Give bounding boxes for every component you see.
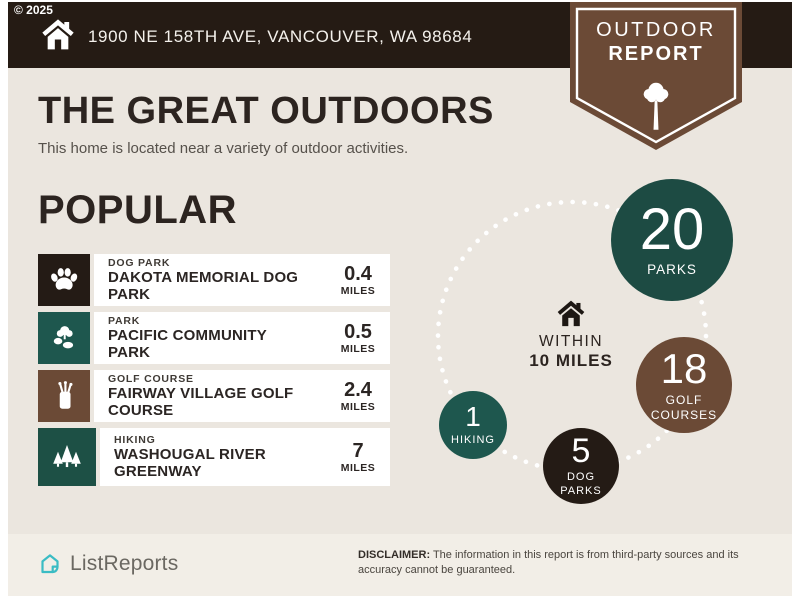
badge-shape [570, 2, 742, 150]
list-item-hiking: HIKING WASHOUGAL RIVER GREENWAY 7 MILES [38, 428, 390, 486]
item-distance: 2.4 MILES [336, 380, 380, 413]
item-distance: 0.5 MILES [336, 322, 380, 355]
item-category: PARK [108, 314, 141, 327]
popular-list: DOG PARK DAKOTA MEMORIAL DOG PARK 0.4 MI… [38, 254, 390, 486]
parks-count: 20 [639, 197, 705, 263]
badge-line2: REPORT [608, 43, 704, 65]
hiking-count-bubble: 1 HIKING [439, 391, 507, 459]
hiking-label: HIKING [451, 433, 495, 446]
property-address: 1900 NE 158TH AVE, VANCOUVER, WA 98684 [88, 27, 473, 46]
paw-icon [38, 254, 90, 306]
disclaimer: DISCLAIMER: The information in this repo… [358, 548, 778, 578]
hiking-count: 1 [465, 400, 481, 432]
item-category: DOG PARK [108, 256, 171, 269]
dog-parks-label-line1: DOG [566, 470, 596, 483]
distance-value: 7 [352, 439, 364, 462]
distance-unit: MILES [340, 342, 376, 355]
home-icon [42, 19, 74, 50]
center-home-icon [557, 300, 585, 327]
page-title: THE GREAT OUTDOORS [38, 90, 494, 132]
outdoor-report-badge: OUTDOOR REPORT [570, 2, 742, 150]
item-name: DAKOTA MEMORIAL DOG PARK [108, 268, 299, 303]
item-distance: 0.4 MILES [336, 264, 380, 297]
list-item-body: HIKING WASHOUGAL RIVER GREENWAY 7 MILES [100, 428, 390, 486]
dog-parks-label: DOG PARKS [560, 471, 601, 499]
list-item-body: PARK PACIFIC COMMUNITY PARK 0.5 MILES [94, 312, 390, 364]
item-distance: 7 MILES [336, 441, 380, 474]
distance-unit: MILES [340, 461, 376, 474]
distance-unit: MILES [340, 400, 376, 413]
report-content: © 2025 1900 NE 158TH AVE, VANCOUVER, WA … [8, 2, 792, 596]
within-label: WITHIN [538, 333, 604, 350]
distance-value: 0.4 [344, 262, 372, 285]
dog-parks-count-bubble: 5 DOG PARKS [543, 428, 619, 504]
golf-count-bubble: 18 GOLF COURSES [636, 337, 732, 433]
page-subtitle: This home is located near a variety of o… [38, 140, 409, 157]
badge-title: OUTDOOR REPORT [570, 19, 742, 66]
golf-label: GOLF COURSES [651, 393, 717, 423]
brand-logo: ListReports [38, 552, 178, 576]
golf-label-line2: COURSES [650, 407, 718, 422]
copyright-text: © 2025 [14, 3, 53, 17]
list-item-golf-course: GOLF COURSE FAIRWAY VILLAGE GOLF COURSE … [38, 370, 390, 422]
list-item-body: DOG PARK DAKOTA MEMORIAL DOG PARK 0.4 MI… [94, 254, 390, 306]
golf-bag-icon [38, 370, 90, 422]
golf-label-line1: GOLF [665, 392, 703, 407]
pine-trees-icon [38, 428, 96, 486]
dog-parks-count: 5 [571, 431, 591, 470]
item-name: WASHOUGAL RIVER GREENWAY [114, 445, 266, 480]
within-miles-label: 10 MILES [529, 351, 613, 370]
item-category: HIKING [114, 433, 156, 446]
dog-parks-label-line2: PARKS [560, 484, 602, 497]
park-icon [38, 312, 90, 364]
footer: ListReports DISCLAIMER: The information … [8, 534, 792, 596]
disclaimer-text: The information in this report is from t… [358, 549, 739, 576]
list-item-dog-park: DOG PARK DAKOTA MEMORIAL DOG PARK 0.4 MI… [38, 254, 390, 306]
listreports-logo-icon [41, 554, 59, 574]
item-name: PACIFIC COMMUNITY PARK [108, 326, 267, 361]
disclaimer-label: DISCLAIMER: [358, 549, 431, 561]
golf-count: 18 [660, 344, 708, 392]
list-item-park: PARK PACIFIC COMMUNITY PARK 0.5 MILES [38, 312, 390, 364]
tree-icon [643, 82, 669, 130]
badge-line1: OUTDOOR [596, 19, 716, 41]
item-name: FAIRWAY VILLAGE GOLF COURSE [108, 384, 294, 419]
popular-heading: POPULAR [38, 188, 238, 232]
item-category: GOLF COURSE [108, 372, 194, 385]
list-item-body: GOLF COURSE FAIRWAY VILLAGE GOLF COURSE … [94, 370, 390, 422]
distance-value: 0.5 [344, 320, 372, 343]
parks-count-bubble: 20 PARKS [611, 179, 733, 301]
brand-name: ListReports [70, 552, 179, 575]
parks-label: PARKS [647, 262, 697, 278]
distance-value: 2.4 [344, 378, 372, 401]
distance-unit: MILES [340, 284, 376, 297]
